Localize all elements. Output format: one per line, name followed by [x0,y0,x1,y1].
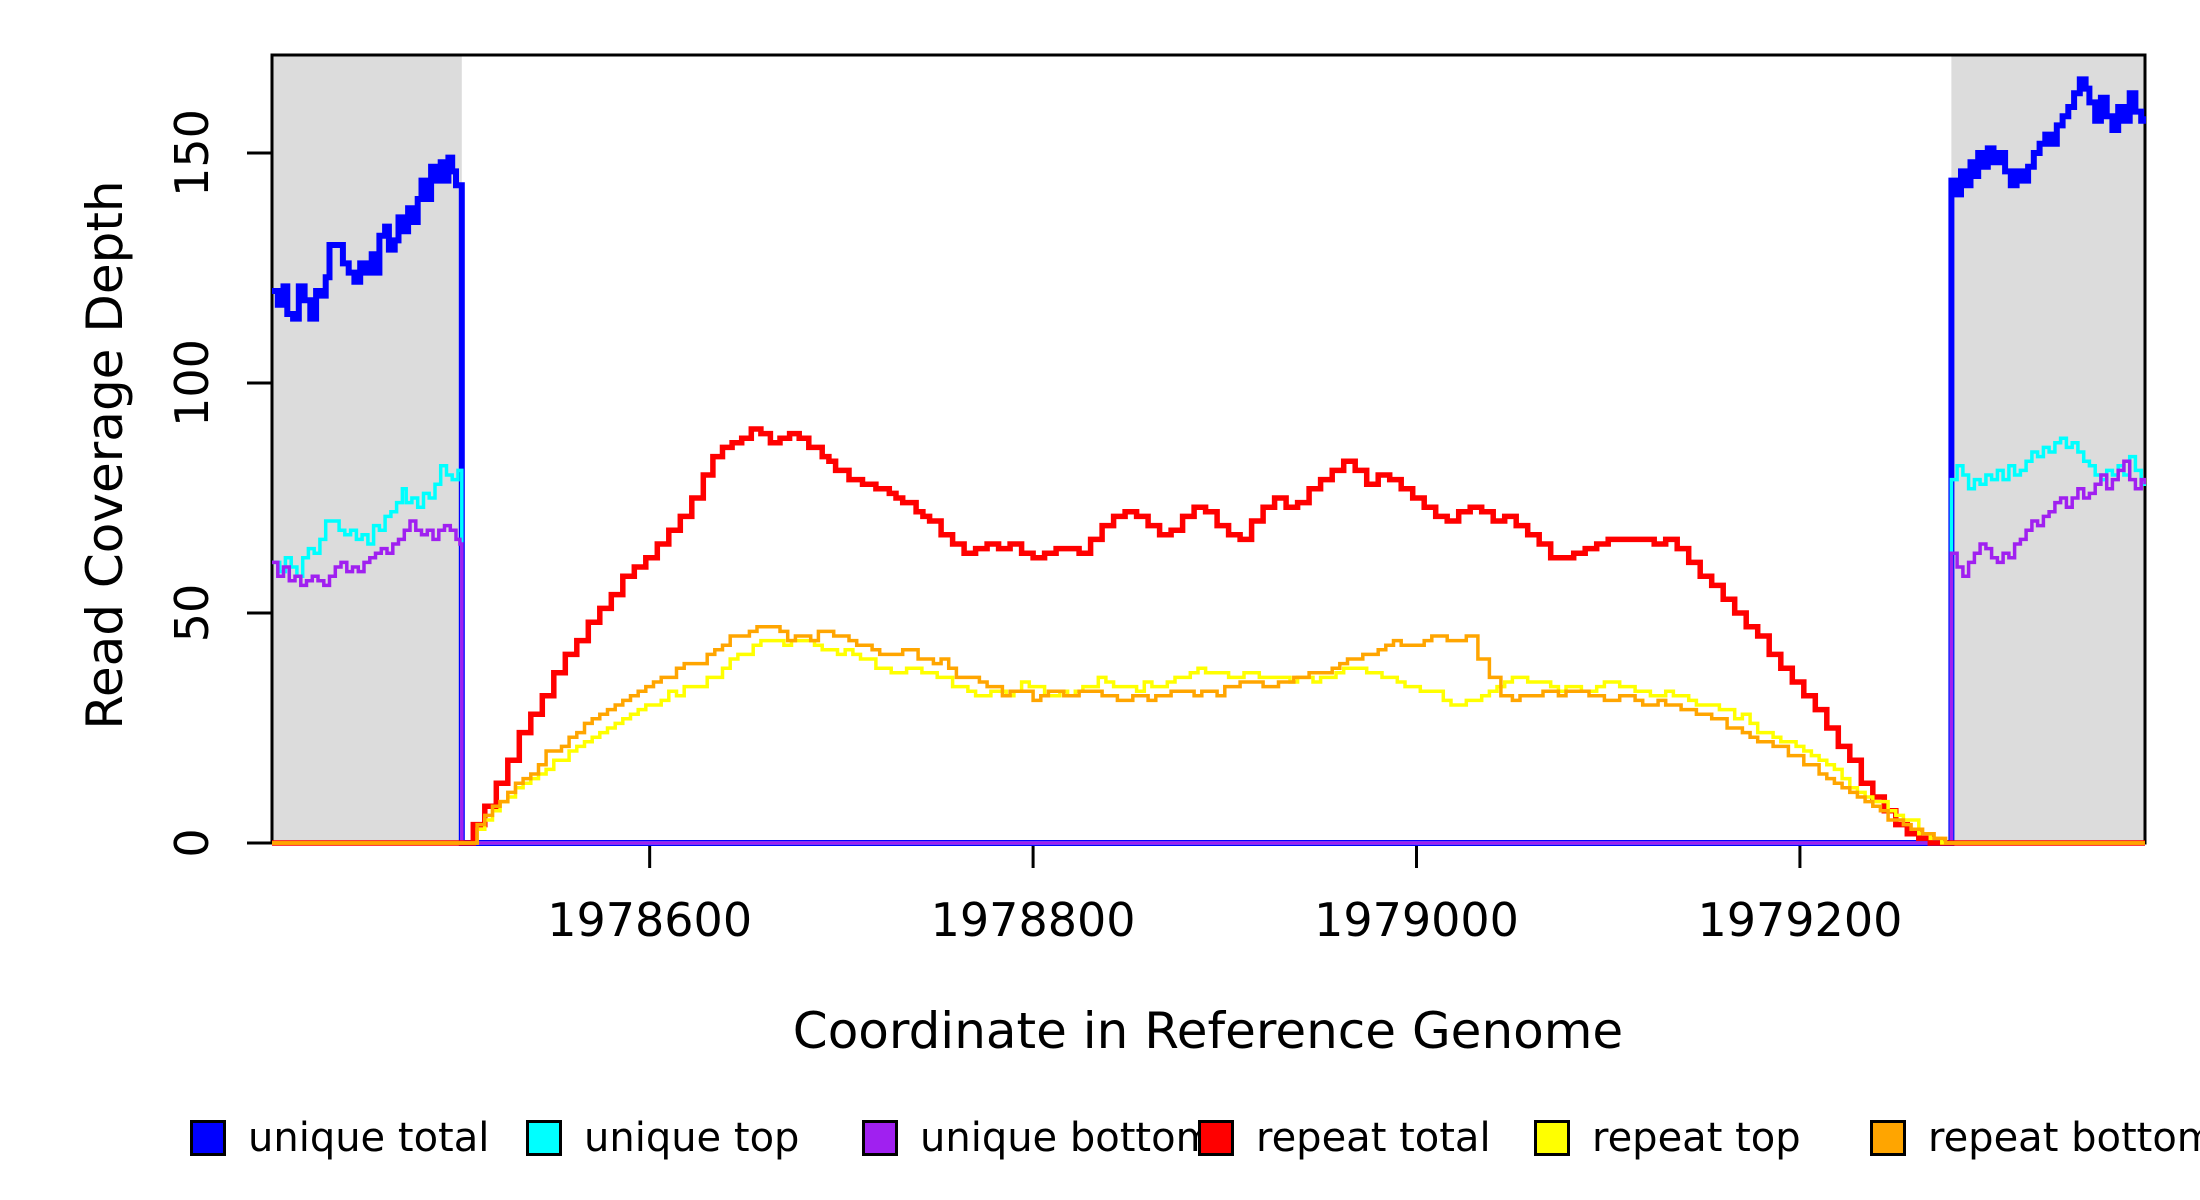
y-tick-label: 0 [165,828,219,858]
legend-swatch-icon [190,1120,226,1156]
x-tick-label: 1979200 [1697,893,1903,947]
x-axis-title: Coordinate in Reference Genome [792,1002,1624,1060]
y-tick-label: 50 [165,583,219,643]
legend-label: unique bottom [920,1115,1215,1161]
legend-item-repeat-bottom: repeat bottom [1870,1108,2200,1168]
plot-legend: unique total unique top unique bottom repea… [0,1108,2200,1168]
x-tick-label: 1978600 [547,893,753,947]
legend-label: unique total [248,1115,490,1161]
y-tick-label: 100 [165,339,219,427]
legend-item-unique-total: unique total [190,1108,489,1168]
plot-border [270,53,2147,845]
legend-item-unique-bottom: unique bottom [862,1108,1215,1168]
x-tick-label: 1979000 [1314,893,1519,947]
y-tick-label: 150 [165,109,219,197]
legend-item-repeat-top: repeat top [1534,1108,1801,1168]
x-tick-label: 1978800 [930,893,1136,947]
legend-swatch-icon [1534,1120,1570,1156]
series-repeat-total [272,426,2145,846]
legend-label: repeat bottom [1928,1115,2200,1161]
legend-swatch-icon [1870,1120,1906,1156]
legend-item-repeat-total: repeat total [1198,1108,1491,1168]
series-unique-total [272,76,2146,846]
legend-item-unique-top: unique top [526,1108,799,1168]
legend-label: unique top [584,1115,800,1161]
legend-label: repeat top [1592,1115,1801,1161]
legend-swatch-icon [862,1120,898,1156]
series-repeat-top [272,638,2145,845]
series-repeat-bottom [272,625,2145,845]
legend-swatch-icon [1198,1120,1234,1156]
series-unique-top [272,436,2146,845]
legend-swatch-icon [526,1120,562,1156]
y-axis-title: Read Coverage Depth [76,180,134,730]
legend-label: repeat total [1256,1115,1491,1161]
